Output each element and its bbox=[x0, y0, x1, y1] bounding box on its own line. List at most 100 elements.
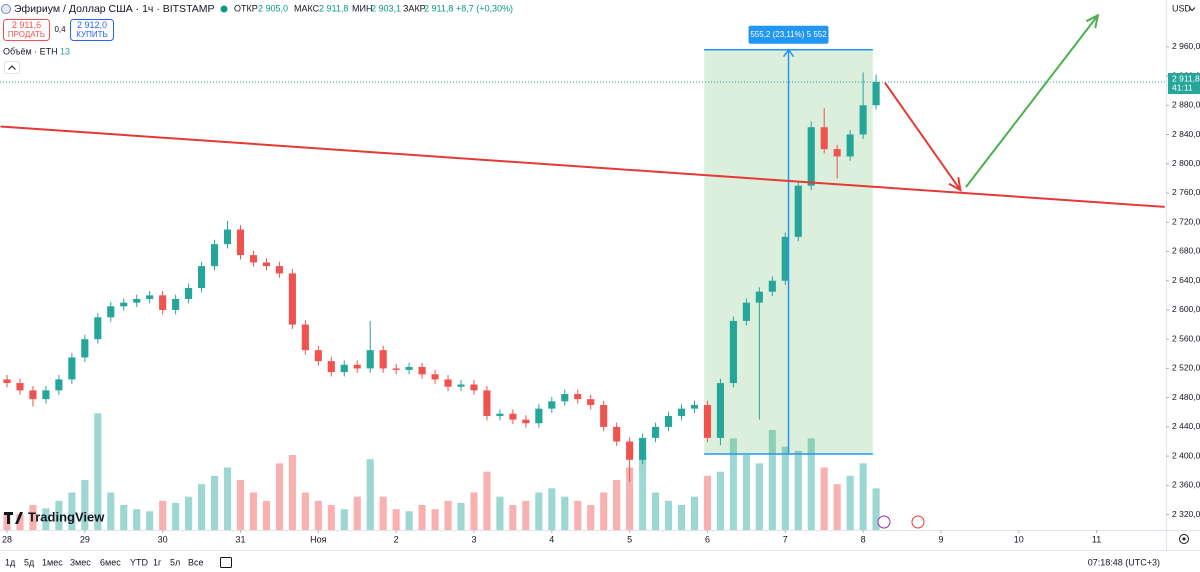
arrow-line bbox=[884, 82, 962, 191]
range-button[interactable]: YTD bbox=[130, 557, 149, 567]
volume-pane bbox=[3, 413, 880, 530]
sell-label[interactable]: ПРОДАТЬ bbox=[8, 30, 45, 39]
volume-bar bbox=[859, 463, 867, 530]
volume-value: 13 bbox=[60, 46, 70, 56]
y-tick-label: 2 440,0 bbox=[1172, 421, 1200, 431]
volume-bar bbox=[81, 480, 89, 530]
volume-bar bbox=[210, 475, 219, 530]
volume-bar bbox=[444, 500, 452, 530]
candle-body bbox=[327, 361, 335, 373]
candle-body bbox=[535, 408, 543, 424]
volume-bar bbox=[172, 502, 180, 530]
candle-body bbox=[574, 394, 582, 400]
candle-body bbox=[185, 288, 193, 299]
volume-bar bbox=[327, 505, 335, 530]
buy-button[interactable] bbox=[70, 19, 114, 41]
y-tick-label: 2 560,0 bbox=[1172, 333, 1200, 343]
candle-body bbox=[29, 390, 37, 400]
sell-price[interactable]: 2 911,6 bbox=[12, 20, 41, 30]
logo-icon bbox=[4, 512, 23, 524]
candle-body bbox=[431, 374, 439, 380]
y-tick-label: 2 760,0 bbox=[1172, 187, 1200, 197]
candle-body bbox=[379, 350, 387, 369]
plot-area: 555,2 (23,11%) 5 552 bbox=[0, 13, 1166, 530]
clock: 07:18:48 (UTC+3) bbox=[1088, 557, 1160, 567]
candle-body bbox=[172, 298, 180, 310]
candle-body bbox=[107, 306, 115, 318]
range-button[interactable]: 5д bbox=[24, 557, 35, 567]
volume-bar bbox=[55, 500, 63, 530]
volume-bar bbox=[613, 480, 621, 530]
candle-body bbox=[794, 185, 802, 237]
volume-bar bbox=[561, 496, 569, 530]
buy-label[interactable]: КУПИТЬ bbox=[76, 30, 107, 39]
calendar-icon[interactable] bbox=[220, 557, 232, 568]
range-button[interactable]: 1г bbox=[153, 557, 162, 567]
candle-body bbox=[846, 134, 854, 157]
candle-body bbox=[768, 280, 776, 292]
y-tick-label: 2 360,0 bbox=[1172, 480, 1200, 490]
volume-bar bbox=[522, 500, 530, 530]
ohlc-change: +8,7 (+0,30%) bbox=[456, 3, 513, 13]
volume-bar bbox=[249, 492, 258, 530]
range-button[interactable]: 1мес bbox=[42, 557, 63, 567]
candle-body bbox=[3, 379, 11, 384]
event-icon[interactable] bbox=[877, 515, 891, 529]
candle-body bbox=[859, 105, 867, 135]
collapse-button[interactable] bbox=[4, 61, 20, 74]
candle-body bbox=[626, 441, 634, 460]
candle-body bbox=[548, 401, 556, 409]
candle-body bbox=[340, 364, 348, 373]
volume-bar bbox=[94, 413, 102, 530]
y-tick-label: 2 680,0 bbox=[1172, 246, 1200, 256]
range-button[interactable]: 6мес bbox=[100, 557, 121, 567]
event-icon[interactable] bbox=[911, 515, 925, 529]
range-button[interactable]: Все bbox=[188, 557, 204, 567]
volume-bar bbox=[794, 450, 802, 530]
x-tick-label: 2 bbox=[394, 534, 399, 544]
candle-body bbox=[561, 394, 569, 402]
symbol-icon bbox=[1, 4, 11, 14]
candle-body bbox=[613, 426, 621, 442]
volume-bar bbox=[872, 488, 880, 530]
chevron-icon bbox=[8, 65, 16, 70]
candle-body bbox=[366, 350, 374, 369]
range-button[interactable]: 5л bbox=[170, 557, 180, 567]
x-tick-label: 7 bbox=[783, 534, 788, 544]
volume-bar bbox=[548, 488, 556, 530]
volume-bar bbox=[68, 492, 76, 530]
y-tick-label: 2 640,0 bbox=[1172, 275, 1200, 285]
sell-button[interactable] bbox=[3, 19, 50, 41]
y-tick-label: 2 720,0 bbox=[1172, 216, 1200, 226]
candle-body bbox=[483, 390, 491, 416]
volume-bar bbox=[716, 471, 724, 530]
candle-body bbox=[353, 364, 361, 369]
candle-body bbox=[639, 437, 647, 460]
candle-body bbox=[55, 379, 63, 391]
currency[interactable]: USD bbox=[1172, 3, 1192, 13]
candle-body bbox=[470, 384, 478, 391]
settings-icon[interactable] bbox=[1179, 534, 1189, 544]
measure-label: 555,2 (23,11%) 5 552 bbox=[750, 30, 827, 39]
ohlc-label: МИН bbox=[352, 3, 372, 13]
candle-body bbox=[781, 236, 789, 281]
volume-bar bbox=[677, 505, 686, 530]
volume-bar bbox=[574, 500, 582, 530]
volume-bar bbox=[470, 492, 478, 530]
x-tick-label: 30 bbox=[158, 534, 168, 544]
candle-body bbox=[587, 399, 595, 405]
volume-bar bbox=[703, 475, 712, 530]
volume-bar bbox=[431, 509, 439, 530]
volume-bar bbox=[535, 492, 543, 530]
x-tick-label: 9 bbox=[938, 534, 943, 544]
buy-price[interactable]: 2 912,0 bbox=[77, 20, 107, 30]
range-button[interactable]: 1д bbox=[5, 557, 16, 567]
volume-bar bbox=[340, 509, 348, 530]
volume-bar bbox=[301, 492, 309, 530]
range-button[interactable]: 3мес bbox=[70, 557, 91, 567]
last-price-badge bbox=[1168, 73, 1200, 95]
measure-label-box bbox=[748, 25, 829, 44]
candle-body bbox=[223, 229, 232, 245]
candle-body bbox=[405, 366, 413, 370]
